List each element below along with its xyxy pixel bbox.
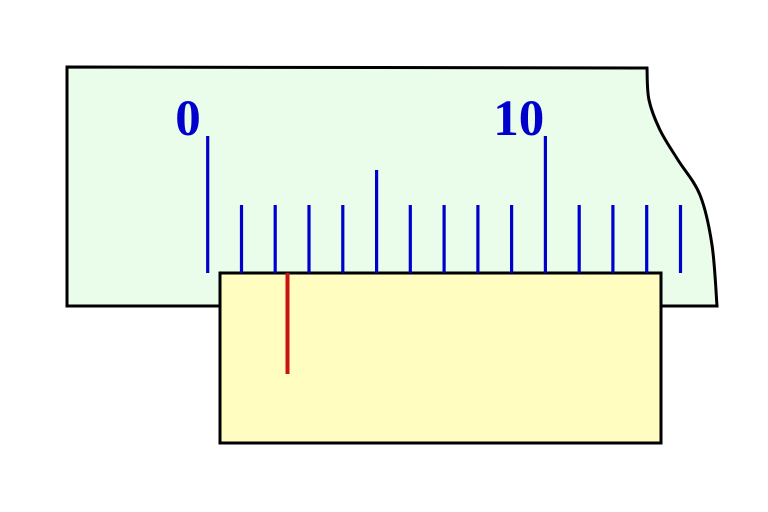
svg-text:0: 0 xyxy=(175,91,201,147)
svg-text:10: 10 xyxy=(493,91,544,147)
